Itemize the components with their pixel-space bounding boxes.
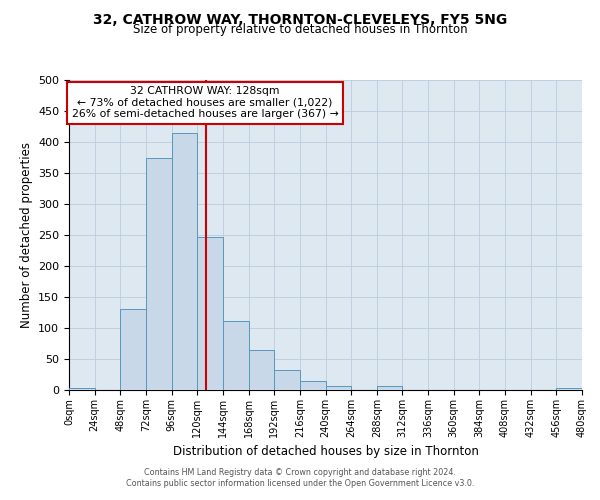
Bar	[172, 132, 197, 390]
Bar	[69, 388, 95, 390]
Text: Contains HM Land Registry data © Crown copyright and database right 2024.
Contai: Contains HM Land Registry data © Crown c…	[126, 468, 474, 487]
Text: Size of property relative to detached houses in Thornton: Size of property relative to detached ho…	[133, 22, 467, 36]
Bar	[197, 237, 223, 390]
Bar	[556, 388, 582, 390]
Bar	[248, 350, 274, 390]
Y-axis label: Number of detached properties: Number of detached properties	[20, 142, 32, 328]
X-axis label: Distribution of detached houses by size in Thornton: Distribution of detached houses by size …	[173, 445, 478, 458]
Bar	[274, 370, 300, 390]
Bar	[377, 386, 403, 390]
Text: 32 CATHROW WAY: 128sqm
← 73% of detached houses are smaller (1,022)
26% of semi-: 32 CATHROW WAY: 128sqm ← 73% of detached…	[71, 86, 338, 120]
Bar	[121, 310, 146, 390]
Bar	[325, 386, 351, 390]
Text: 32, CATHROW WAY, THORNTON-CLEVELEYS, FY5 5NG: 32, CATHROW WAY, THORNTON-CLEVELEYS, FY5…	[93, 12, 507, 26]
Bar	[223, 320, 248, 390]
Bar	[300, 380, 325, 390]
Bar	[146, 158, 172, 390]
